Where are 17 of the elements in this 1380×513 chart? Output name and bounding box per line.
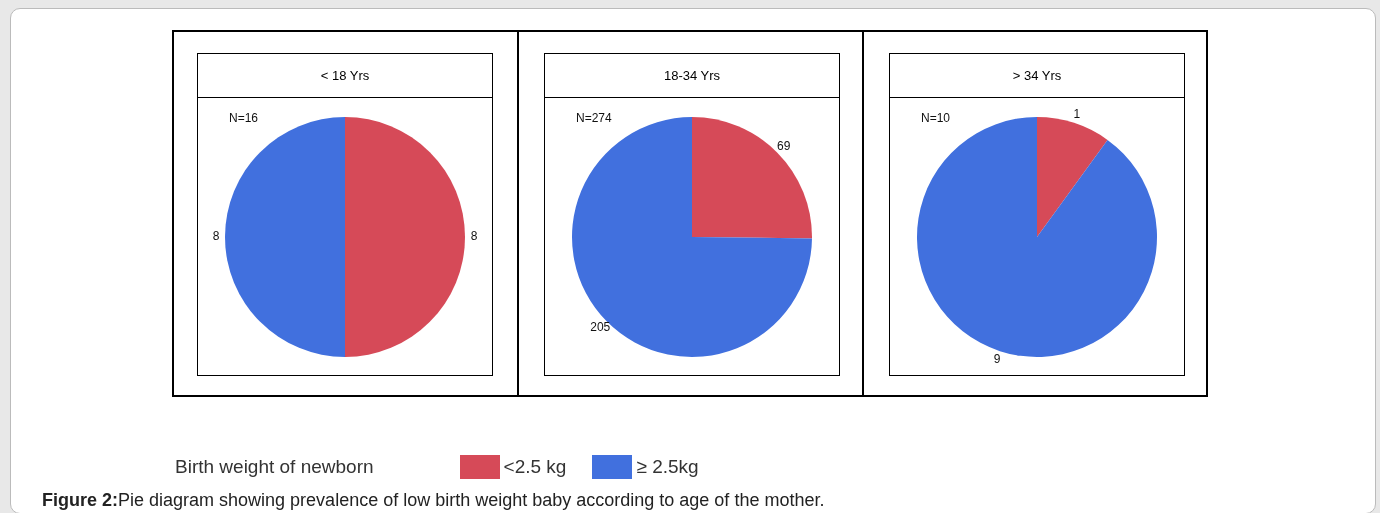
text: N=16	[229, 111, 259, 126]
legend-label: ≥ 2.5kg	[636, 456, 699, 478]
text: Pie diagram showing prevalence of low birth weight baby according to age of the mother.	[118, 490, 825, 510]
chart-title: 18-34 Yrs	[544, 53, 840, 98]
data-label: 1	[1073, 106, 1081, 121]
data-label: 205	[590, 320, 611, 334]
data-label: 69	[777, 138, 791, 153]
data-label: 9	[993, 352, 1001, 366]
caption: Figure 2:	[42, 490, 119, 510]
chart-title: > 34 Yrs	[889, 53, 1185, 98]
text: N=274	[576, 111, 613, 126]
chart-title: < 18 Yrs	[197, 53, 493, 98]
data-label: 8	[470, 229, 478, 244]
legend-label: <2.5 kg	[503, 456, 567, 478]
data-label: 8	[212, 229, 220, 244]
legend-title: Birth weight of newborn	[175, 456, 374, 478]
text: N=10	[921, 111, 951, 126]
